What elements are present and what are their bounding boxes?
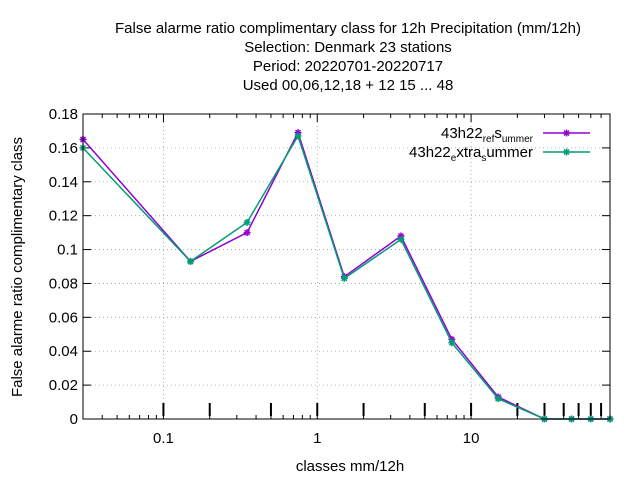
- legend-label-part: xtra: [456, 144, 482, 161]
- y-tick-label: 0.12: [49, 208, 78, 225]
- y-tick-label: 0.16: [49, 140, 78, 157]
- y-tick-label: 0.04: [49, 343, 78, 360]
- y-tick-label: 0.02: [49, 377, 78, 394]
- y-tick-label: 0.08: [49, 275, 78, 292]
- legend-label-part: ummer: [486, 144, 533, 161]
- legend-label-0: 43h22refsummer: [441, 125, 534, 145]
- y-tick-label: 0: [70, 411, 78, 428]
- legend-label-1: 43h22extrasummer: [409, 144, 533, 164]
- title-line-4: Used 00,06,12,18 + 12 15 ... 48: [243, 77, 454, 94]
- x-axis-ticks: 0.1 1 10: [101, 114, 602, 447]
- series-1-point: [340, 274, 348, 282]
- series-1-point: [294, 132, 302, 140]
- x-axis-label: classes mm/12h: [296, 458, 404, 475]
- legend-label-part: 43h22: [441, 125, 483, 142]
- chart-title: False alarme ratio complimentary class f…: [115, 20, 581, 94]
- title-line-2: Selection: Denmark 23 stations: [244, 39, 452, 56]
- series-1-point: [494, 395, 502, 403]
- title-line-3: Period: 20220701-20220717: [253, 58, 443, 75]
- series-lines: [79, 129, 614, 423]
- legend-label-part: ref: [483, 134, 495, 145]
- class-marks: [162, 403, 603, 416]
- legend-entry-0: 43h22refsummer: [441, 125, 590, 145]
- y-tick-label: 0.06: [49, 309, 78, 326]
- series-1-point: [187, 257, 195, 265]
- y-axis-label: False alarme ratio complimentary class: [9, 137, 26, 397]
- y-axis-ticks: 0 0.02 0.04 0.06 0.08 0.1 0.12 0.14 0.16 0.18: [49, 106, 610, 428]
- title-line-1: False alarme ratio complimentary class f…: [115, 20, 581, 37]
- legend-label-part: s: [494, 125, 502, 142]
- legend-label-part: 43h22: [409, 144, 451, 161]
- series-1-point: [243, 218, 251, 226]
- x-tick-label: 1: [313, 430, 321, 447]
- series-1-line: [82, 134, 610, 420]
- legend-entry-1: 43h22extrasummer: [409, 144, 590, 164]
- series-1-point: [397, 235, 405, 243]
- legend-label-part: s: [481, 153, 486, 164]
- x-tick-label: 10: [463, 430, 480, 447]
- grid: [83, 114, 610, 419]
- series-1-point: [448, 339, 456, 347]
- x-tick-label: 0.1: [153, 430, 174, 447]
- plot-frame: [82, 113, 611, 420]
- series-0-point: [243, 229, 251, 237]
- y-tick-label: 0.18: [49, 106, 78, 123]
- y-tick-label: 0.1: [57, 242, 78, 259]
- y-tick-label: 0.14: [49, 174, 78, 191]
- legend-label-part: e: [451, 153, 457, 164]
- legend-label-part: ummer: [502, 134, 534, 145]
